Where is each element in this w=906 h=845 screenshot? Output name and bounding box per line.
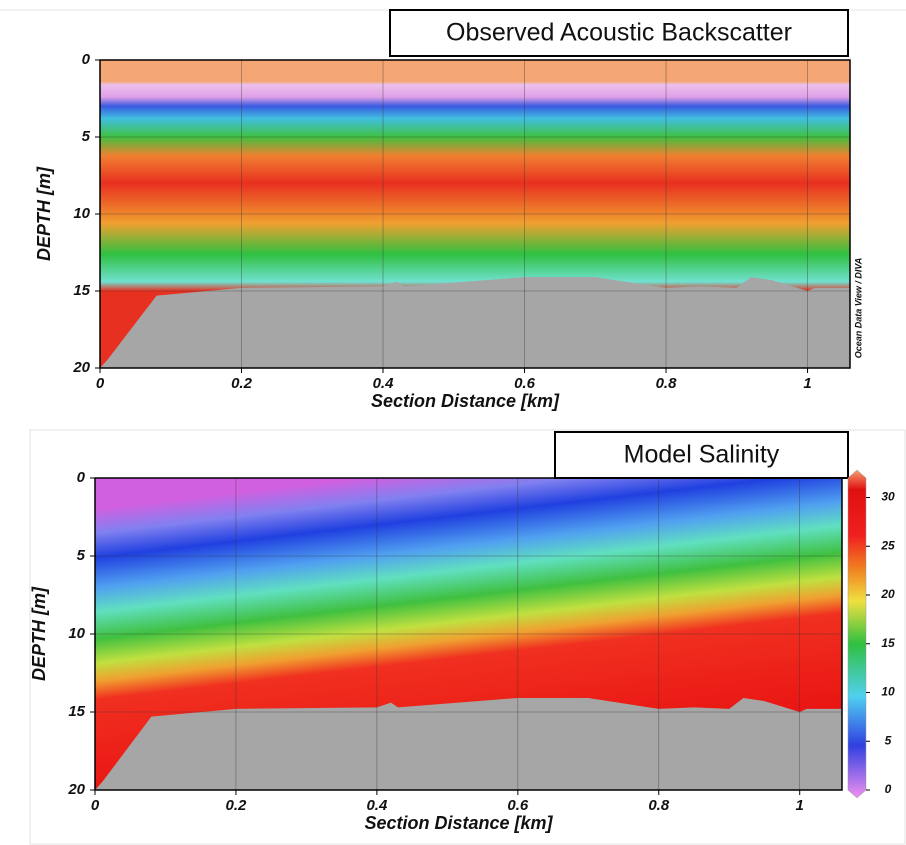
y-tick-label: 10 <box>73 205 90 222</box>
x-tick-label: 0.6 <box>514 375 536 392</box>
x-tick-label: 0.2 <box>226 797 248 814</box>
x-tick-label: 0.4 <box>366 797 388 814</box>
x-tick-label: 0.2 <box>231 375 253 392</box>
y-tick-label: 5 <box>77 547 86 564</box>
x-tick-label: 0.4 <box>373 375 395 392</box>
x-tick-label: 0.8 <box>648 797 670 814</box>
y-tick-label: 15 <box>68 703 85 720</box>
y-tick-label: 0 <box>77 469 86 486</box>
colorbar <box>847 469 867 799</box>
x-axis-label: Section Distance [km] <box>371 391 560 411</box>
x-axis-label: Section Distance [km] <box>364 813 553 833</box>
x-tick-label: 1 <box>796 797 804 814</box>
chart-title: Model Salinity <box>624 441 780 469</box>
chart-title: Observed Acoustic Backscatter <box>446 19 792 47</box>
x-tick-label: 0.8 <box>656 375 678 392</box>
y-tick-label: 5 <box>82 128 91 145</box>
x-tick-label: 0.6 <box>507 797 529 814</box>
colorbar-tick-label: 20 <box>880 587 895 601</box>
frame <box>29 429 906 845</box>
y-tick-label: 20 <box>67 781 85 798</box>
y-tick-label: 0 <box>82 51 91 68</box>
y-axis-label: DEPTH [m] <box>29 586 49 681</box>
colorbar-tick-label: 30 <box>881 490 895 504</box>
x-tick-label: 0 <box>91 797 100 814</box>
x-tick-label: 1 <box>803 375 811 392</box>
colorbar-tick-label: 10 <box>881 685 895 699</box>
y-tick-label: 10 <box>68 625 85 642</box>
colorbar-tick-label: 5 <box>885 733 892 747</box>
colorbar-tick-label: 25 <box>880 538 895 552</box>
plot-frame <box>94 477 843 791</box>
title-box <box>389 9 849 57</box>
x-tick-label: 0 <box>96 375 105 392</box>
y-tick-label: 15 <box>73 282 90 299</box>
seafloor <box>100 277 850 368</box>
y-axis-label: DEPTH [m] <box>34 166 54 261</box>
title-box <box>554 431 849 479</box>
colorbar-tick-label: 15 <box>881 636 895 650</box>
plot-frame <box>99 59 851 369</box>
seafloor <box>95 697 842 790</box>
colorbar-tick-label: 0 <box>885 782 892 796</box>
y-tick-label: 20 <box>72 359 90 376</box>
watermark: Ocean Data View / DIVA <box>853 258 863 359</box>
